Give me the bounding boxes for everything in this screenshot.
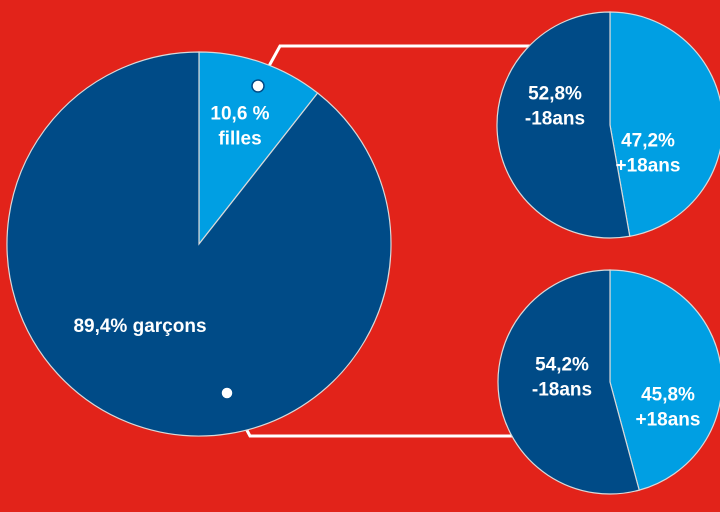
pie1-slice-2 [6, 51, 392, 437]
pie1-slice-2-label-line: 89,4% garçons [73, 316, 206, 337]
pie1-slice-2-label: 89,4% garçons [73, 316, 206, 337]
pie3-slice-2 [497, 269, 640, 495]
pie2-slice-1-label-line: 47,2% [621, 131, 675, 152]
pies [6, 11, 720, 495]
pie2-slice-2-label: 52,8% -18ans [525, 84, 585, 130]
pie1-slice-1-label: 10,6 % filles [210, 104, 269, 150]
pie3-slice-2-label-line: -18ans [532, 380, 592, 401]
pie3-slice-1 [609, 269, 720, 491]
slice-labels: 10,6 % filles 89,4% garçons 47,2% +18ans 52,8… [73, 84, 700, 431]
connector-dot-filles [251, 79, 265, 93]
connector-dots [220, 79, 265, 400]
pie3-slice-2-label-line: 54,2% [535, 355, 589, 376]
pie2-slice-2 [496, 11, 631, 239]
pie1-slice-1 [198, 51, 319, 246]
pie2-slice-1 [609, 11, 720, 237]
pie2-slice-1-label: 47,2% +18ans [616, 131, 681, 177]
pie3-slice-1-label-line: +18ans [636, 410, 701, 431]
connector-dot-garcons [220, 386, 234, 400]
pie2-slice-1-label-line: +18ans [616, 156, 681, 177]
pie1-slice-1-label-line: filles [218, 129, 261, 150]
pie3-slice-1-label-line: 45,8% [641, 385, 695, 406]
pie2-slice-2-label-line: -18ans [525, 109, 585, 130]
pie3-slice-2-label: 54,2% -18ans [532, 355, 592, 401]
pie2-slice-2-label-line: 52,8% [528, 84, 582, 105]
pie3-slice-1-label: 45,8% +18ans [636, 385, 701, 431]
pie1-slice-1-label-line: 10,6 % [210, 104, 269, 125]
